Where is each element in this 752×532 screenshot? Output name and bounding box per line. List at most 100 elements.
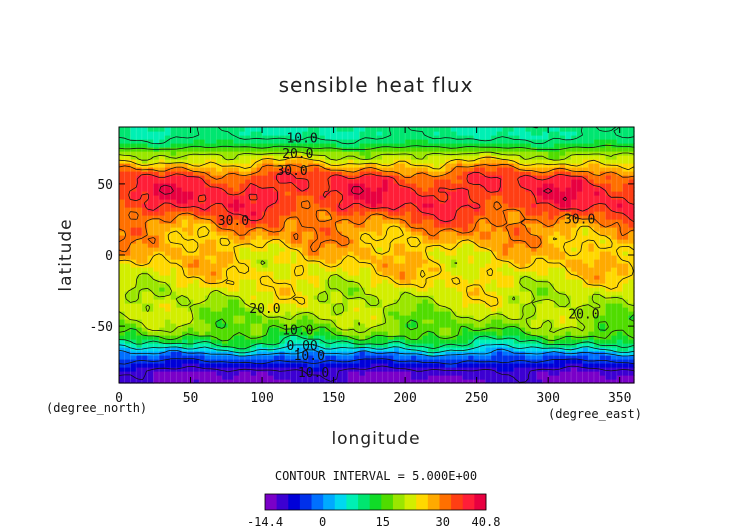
heat-cell xyxy=(468,375,475,380)
heat-cell xyxy=(433,319,441,324)
heat-cell xyxy=(593,247,601,252)
heat-cell xyxy=(531,211,538,216)
heat-cell xyxy=(153,315,160,320)
heat-cell xyxy=(147,227,154,232)
heat-cell xyxy=(239,167,246,172)
heat-cell xyxy=(576,227,584,232)
heat-cell xyxy=(593,199,601,204)
heat-cell xyxy=(439,211,446,216)
heat-cell xyxy=(605,223,612,228)
heat-cell xyxy=(164,319,172,324)
heat-cell xyxy=(222,371,229,376)
heat-cell xyxy=(628,215,635,220)
heat-cell xyxy=(250,299,257,304)
heat-cell xyxy=(548,211,555,216)
heat-cell xyxy=(582,291,589,296)
heat-cell xyxy=(124,215,132,220)
heat-cell xyxy=(370,199,378,204)
heat-cell xyxy=(365,315,372,320)
heat-cell xyxy=(393,203,400,208)
heat-cell xyxy=(456,291,463,296)
heat-cell xyxy=(307,347,315,352)
heat-cell xyxy=(176,271,183,276)
heat-cell xyxy=(325,231,332,236)
heat-cell xyxy=(273,367,280,372)
heat-cell xyxy=(227,159,235,164)
heat-cell xyxy=(353,243,360,248)
heat-cell xyxy=(376,339,383,344)
heat-cell xyxy=(227,307,235,312)
heat-cell xyxy=(153,307,160,312)
heat-cell xyxy=(307,339,315,344)
heat-cell xyxy=(159,343,166,348)
heat-cell xyxy=(496,211,503,216)
heat-cell xyxy=(330,315,338,320)
heat-cell xyxy=(593,203,601,208)
heat-cell xyxy=(250,175,257,180)
heat-cell xyxy=(239,231,246,236)
heat-cell xyxy=(359,311,366,316)
heat-cell xyxy=(193,371,200,376)
heat-cell xyxy=(468,287,475,292)
heat-cell xyxy=(559,307,566,312)
heat-cell xyxy=(256,163,263,168)
heat-cell xyxy=(164,207,172,212)
heat-cell xyxy=(325,183,332,188)
heat-cell xyxy=(119,295,126,300)
heat-cell xyxy=(502,291,509,296)
heat-cell xyxy=(542,219,549,224)
heat-cell xyxy=(370,335,378,340)
heat-cell xyxy=(502,299,509,304)
heat-cell xyxy=(502,243,509,248)
heat-cell xyxy=(473,367,481,372)
heat-cell xyxy=(576,167,584,172)
heat-cell xyxy=(445,307,452,312)
heat-cell xyxy=(279,359,286,364)
heat-cell xyxy=(319,187,326,192)
heat-cell xyxy=(553,339,561,344)
heat-cell xyxy=(525,331,532,336)
heat-cell xyxy=(239,379,246,384)
heat-cell xyxy=(605,175,612,180)
heat-cell xyxy=(273,227,280,232)
heat-cell xyxy=(290,179,297,184)
heat-cell xyxy=(599,175,606,180)
heat-cell xyxy=(462,311,469,316)
heat-cell xyxy=(124,251,132,256)
heat-cell xyxy=(164,159,172,164)
heat-cell xyxy=(433,255,441,260)
heat-cell xyxy=(124,243,132,248)
heat-cell xyxy=(496,195,503,200)
heat-cell xyxy=(382,299,389,304)
heat-cell xyxy=(462,263,469,268)
heat-cell xyxy=(284,255,292,260)
heat-cell xyxy=(353,171,360,176)
heat-cell xyxy=(628,351,635,356)
heat-cell xyxy=(124,283,132,288)
heat-cell xyxy=(164,175,172,180)
heat-cell xyxy=(159,171,166,176)
heat-cell xyxy=(365,163,372,168)
heat-cell xyxy=(473,207,481,212)
heat-cell xyxy=(445,291,452,296)
heat-cell xyxy=(462,199,469,204)
heat-cell xyxy=(290,279,297,284)
heat-cell xyxy=(204,167,212,172)
heat-cell xyxy=(262,355,269,360)
heat-cell xyxy=(376,243,383,248)
heat-cell xyxy=(490,351,498,356)
heat-cell xyxy=(313,375,320,380)
heat-cell xyxy=(296,227,303,232)
heat-cell xyxy=(468,207,475,212)
heat-cell xyxy=(387,379,395,384)
heat-cell xyxy=(222,183,229,188)
heat-cell xyxy=(376,371,383,376)
heat-cell xyxy=(393,327,400,332)
heat-cell xyxy=(399,371,406,376)
heat-cell xyxy=(405,259,412,264)
heat-cell xyxy=(302,223,309,228)
heat-cell xyxy=(479,363,486,368)
heat-cell xyxy=(250,311,257,316)
heat-cell xyxy=(216,203,223,208)
heat-cell xyxy=(628,235,635,240)
